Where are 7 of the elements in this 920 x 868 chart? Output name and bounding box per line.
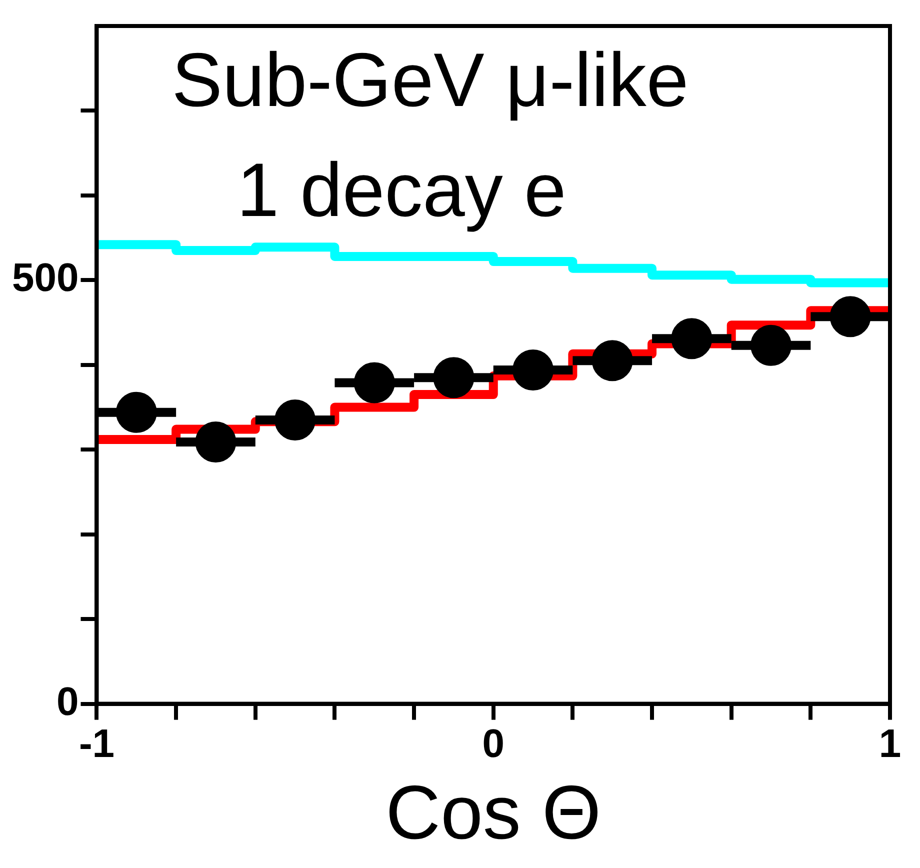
x-axis-title: Cos Θ bbox=[386, 770, 602, 856]
x-tick-label: 0 bbox=[482, 722, 504, 766]
x-tick-label: -1 bbox=[78, 722, 115, 766]
text: 1 decay e bbox=[236, 148, 566, 233]
chart-title: Sub-GeV μ-like bbox=[172, 38, 689, 123]
y-tick-label: 500 bbox=[12, 256, 79, 300]
x-tick-label: 1 bbox=[878, 722, 902, 766]
